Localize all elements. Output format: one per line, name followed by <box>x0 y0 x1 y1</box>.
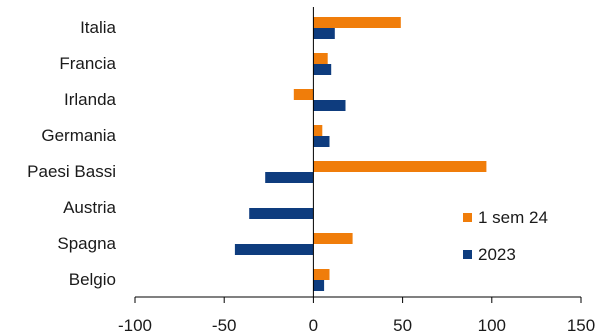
category-label: Belgio <box>69 270 116 289</box>
bar-1-sem-24-francia <box>313 53 328 64</box>
x-tick-label: 150 <box>567 316 595 335</box>
legend-label: 1 sem 24 <box>478 208 548 227</box>
category-label: Paesi Bassi <box>27 162 116 181</box>
bar-1-sem-24-spagna <box>313 233 353 244</box>
bar-1-sem-24-irlanda <box>293 89 314 100</box>
bar-1-sem-24-italia <box>313 17 401 28</box>
category-label: Spagna <box>57 234 116 253</box>
bar-1-sem-24-belgio <box>313 269 330 280</box>
category-label: Germania <box>41 126 116 145</box>
bar-2023-belgio <box>313 280 325 291</box>
legend-swatch-2023 <box>463 250 472 259</box>
legend-label: 2023 <box>478 245 516 264</box>
x-tick-labels: -100 -50 0 50 100 150 <box>118 316 595 335</box>
category-labels: Italia Francia Irlanda Germania Paesi Bassi A… <box>27 18 116 289</box>
x-tick-label: 100 <box>478 316 506 335</box>
bar-2023-francia <box>313 64 332 75</box>
bar-2023-paesi-bassi <box>265 172 314 183</box>
x-tick-label: -50 <box>212 316 237 335</box>
category-label: Francia <box>59 54 116 73</box>
category-label: Austria <box>63 198 116 217</box>
bar-2023-austria <box>249 208 314 219</box>
bar-2023-spagna <box>234 244 314 255</box>
bar-1-sem-24-paesi-bassi <box>313 161 487 172</box>
bars-group <box>234 17 487 291</box>
legend-swatch-1-sem-24 <box>463 213 472 222</box>
category-label: Italia <box>80 18 116 37</box>
bar-2023-germania <box>313 136 330 147</box>
x-tick-label: 0 <box>309 316 318 335</box>
x-tick-label: 50 <box>393 316 412 335</box>
bar-2023-italia <box>313 28 335 39</box>
axes-group <box>134 7 582 303</box>
bar-2023-irlanda <box>313 100 346 111</box>
bar-1-sem-24-germania <box>313 125 323 136</box>
category-label: Irlanda <box>64 90 117 109</box>
legend: 1 sem 24 2023 <box>463 208 548 264</box>
x-tick-label: -100 <box>118 316 152 335</box>
